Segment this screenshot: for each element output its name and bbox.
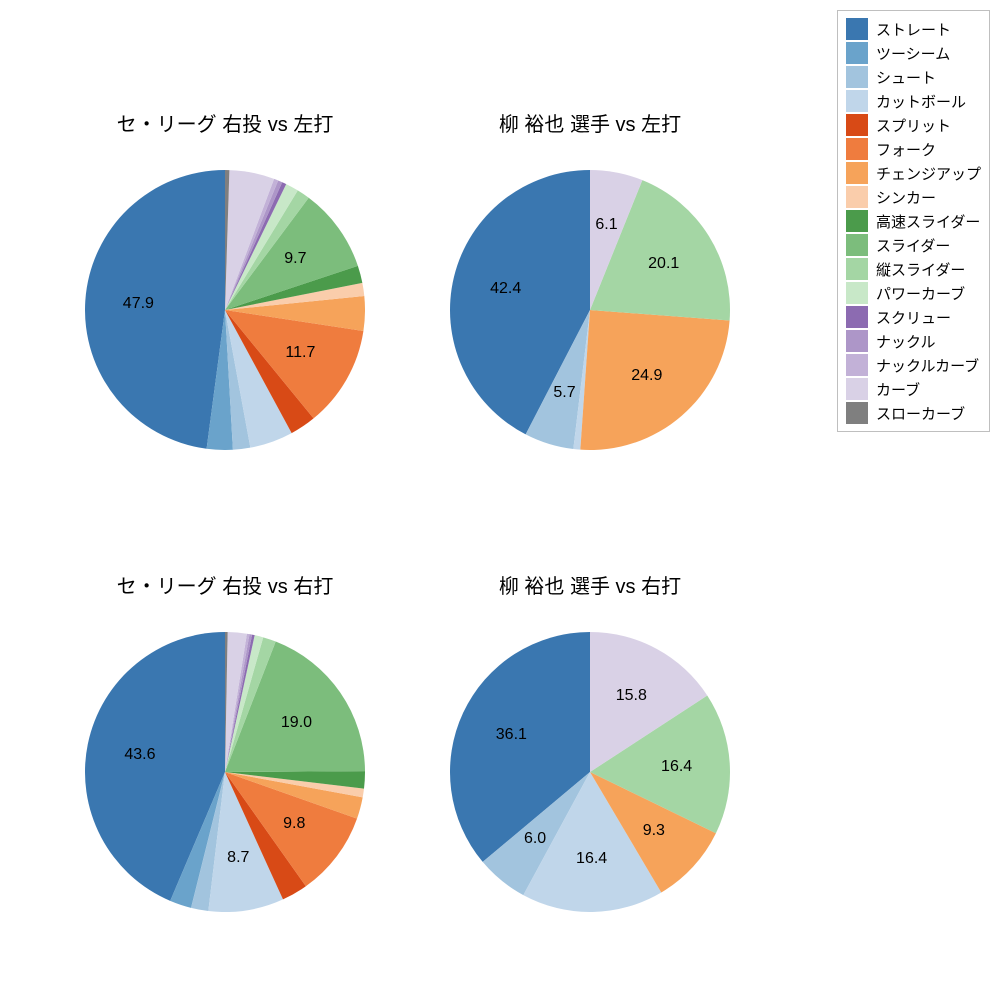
legend-swatch: [846, 162, 868, 184]
legend-swatch: [846, 186, 868, 208]
pie-slice-label: 20.1: [648, 255, 679, 273]
legend-label: スローカーブ: [876, 403, 965, 424]
pie-slice-label: 11.7: [285, 344, 315, 362]
legend-swatch: [846, 18, 868, 40]
legend-item: ナックルカーブ: [846, 353, 981, 377]
legend-item: カットボール: [846, 89, 981, 113]
legend-item: 高速スライダー: [846, 209, 981, 233]
pie-slice-label: 6.1: [595, 216, 617, 234]
legend-swatch: [846, 306, 868, 328]
legend-label: スライダー: [876, 235, 950, 256]
legend-swatch: [846, 66, 868, 88]
pie-slice-label: 5.7: [553, 384, 575, 402]
legend-label: スクリュー: [876, 307, 951, 328]
legend-label: チェンジアップ: [876, 163, 981, 184]
legend-swatch: [846, 402, 868, 424]
legend-item: スクリュー: [846, 305, 981, 329]
legend-item: ナックル: [846, 329, 981, 353]
legend-swatch: [846, 282, 868, 304]
legend-swatch: [846, 354, 868, 376]
legend-item: チェンジアップ: [846, 161, 981, 185]
legend-label: シュート: [876, 67, 936, 88]
legend-label: カットボール: [876, 91, 966, 112]
pie-slice-label: 24.9: [631, 367, 662, 385]
legend-item: シンカー: [846, 185, 981, 209]
legend-label: スプリット: [876, 115, 951, 136]
legend-label: ナックルカーブ: [876, 355, 979, 376]
chart-title-top-left: セ・リーグ 右投 vs 左打: [55, 108, 395, 137]
legend: ストレートツーシームシュートカットボールスプリットフォークチェンジアップシンカー…: [837, 10, 990, 432]
pie-bottom-left: [85, 632, 365, 912]
pie-slice-label: 47.9: [123, 295, 154, 313]
pie-slice-label: 9.7: [284, 250, 306, 268]
legend-swatch: [846, 42, 868, 64]
pie-slice-label: 43.6: [124, 746, 155, 764]
pie-slice-label: 36.1: [496, 726, 527, 744]
legend-label: 高速スライダー: [876, 211, 980, 232]
legend-item: ツーシーム: [846, 41, 981, 65]
legend-item: スプリット: [846, 113, 981, 137]
legend-swatch: [846, 210, 868, 232]
legend-item: カーブ: [846, 377, 981, 401]
legend-swatch: [846, 138, 868, 160]
legend-item: スローカーブ: [846, 401, 981, 425]
legend-item: 縦スライダー: [846, 257, 981, 281]
chart-title-bottom-left: セ・リーグ 右投 vs 右打: [55, 570, 395, 599]
legend-swatch: [846, 330, 868, 352]
legend-swatch: [846, 258, 868, 280]
pie-slice-label: 16.4: [661, 758, 692, 776]
chart-title-top-right: 柳 裕也 選手 vs 左打: [420, 108, 760, 137]
legend-label: ツーシーム: [876, 43, 950, 64]
legend-label: 縦スライダー: [876, 259, 965, 280]
legend-label: フォーク: [876, 139, 936, 160]
legend-swatch: [846, 90, 868, 112]
legend-item: シュート: [846, 65, 981, 89]
pie-top-right: [450, 170, 730, 450]
legend-label: ナックル: [876, 331, 936, 352]
legend-item: ストレート: [846, 17, 981, 41]
pie-slice: [85, 170, 225, 449]
legend-label: ストレート: [876, 19, 951, 40]
chart-title-bottom-right: 柳 裕也 選手 vs 右打: [420, 570, 760, 599]
pie-slice-label: 6.0: [524, 830, 546, 848]
pie-slice-label: 15.8: [616, 687, 647, 705]
pie-slice-label: 42.4: [490, 280, 521, 298]
legend-item: パワーカーブ: [846, 281, 981, 305]
legend-label: シンカー: [876, 187, 936, 208]
pie-slice-label: 9.3: [643, 822, 665, 840]
legend-label: カーブ: [876, 379, 920, 400]
pie-slice-label: 19.0: [281, 714, 312, 732]
pie-slice-label: 9.8: [283, 815, 305, 833]
legend-swatch: [846, 114, 868, 136]
legend-item: フォーク: [846, 137, 981, 161]
pie-slice-label: 8.7: [227, 849, 249, 867]
legend-item: スライダー: [846, 233, 981, 257]
legend-label: パワーカーブ: [876, 283, 965, 304]
pie-slice-label: 16.4: [576, 850, 607, 868]
legend-swatch: [846, 234, 868, 256]
legend-swatch: [846, 378, 868, 400]
